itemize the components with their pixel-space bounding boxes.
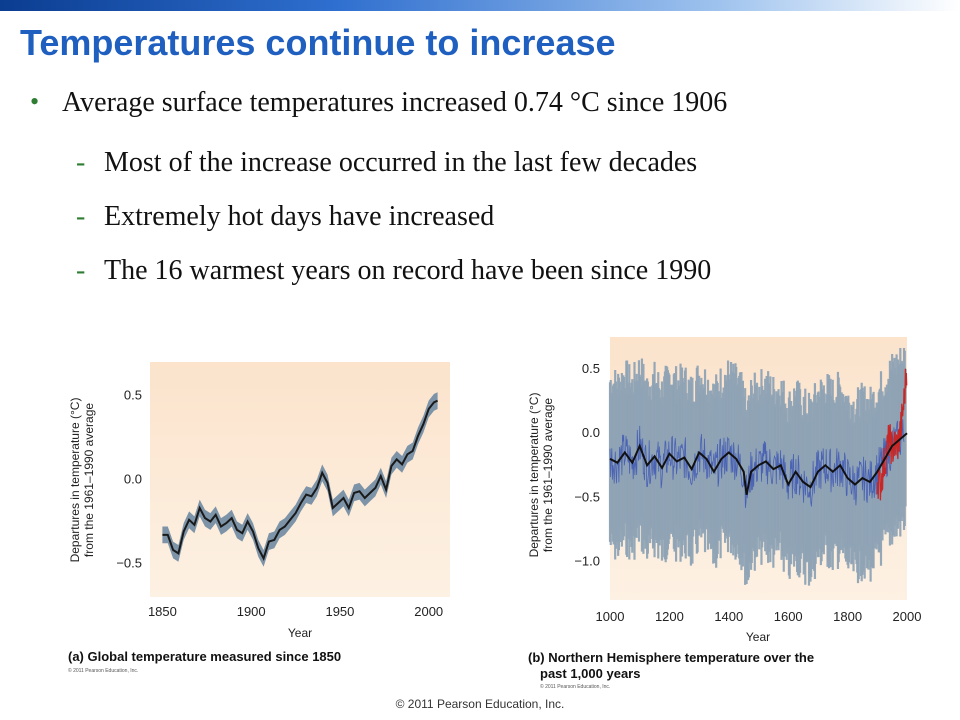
y-tick-label: −0.5 bbox=[574, 489, 600, 504]
x-tick-label: 1850 bbox=[148, 604, 177, 619]
bullet-text: Average surface temperatures increased 0… bbox=[62, 87, 728, 118]
y-tick-label: 0.0 bbox=[582, 425, 600, 440]
series-line-group bbox=[162, 399, 439, 561]
y-axis-label-line2: from the 1961–1990 average bbox=[82, 403, 96, 557]
top-accent-bar bbox=[0, 0, 960, 11]
y-axis-label-line1: Departures in temperature (°C) bbox=[527, 393, 541, 558]
x-axis-label: Year bbox=[288, 626, 312, 640]
sub-bullet-item: - Most of the increase occurred in the l… bbox=[30, 146, 940, 180]
uncertainty-band-group bbox=[162, 392, 438, 567]
sub-bullet-text: Extremely hot days have increased bbox=[104, 201, 495, 232]
y-tick-label: 0.5 bbox=[124, 388, 142, 403]
plot-background bbox=[150, 362, 450, 597]
x-tick-group: 1000 1200 1400 1600 1800 2000 bbox=[596, 609, 922, 624]
chart-global-temperature: 0.5 0.0 −0.5 1850 1900 1950 2000 Departures i… bbox=[60, 345, 460, 690]
chart-caption-line1: (b) Northern Hemisphere temperature over… bbox=[528, 650, 814, 665]
y-axis-label-line1: Departures in temperature (°C) bbox=[68, 398, 82, 563]
chart-copyright: © 2011 Pearson Education, Inc. bbox=[540, 683, 610, 690]
chart-northern-hemisphere-temperature: 0.5 0.0 −0.5 −1.0 1000 1200 1400 1600 1800 2000 … bbox=[520, 335, 930, 695]
x-tick-label: 1200 bbox=[655, 609, 684, 624]
x-axis-label: Year bbox=[746, 630, 770, 644]
x-tick-group: 1850 1900 1950 2000 bbox=[148, 604, 443, 619]
bullet-list: • Average surface temperatures increased… bbox=[30, 86, 940, 288]
chart-copyright: © 2011 Pearson Education, Inc. bbox=[68, 667, 138, 674]
slide-footer: © 2011 Pearson Education, Inc. bbox=[395, 697, 565, 711]
x-tick-label: 1000 bbox=[596, 609, 625, 624]
x-tick-label: 1800 bbox=[833, 609, 862, 624]
chart-a-svg: 0.5 0.0 −0.5 1850 1900 1950 2000 Departures i… bbox=[68, 362, 450, 674]
sub-bullet-text: The 16 warmest years on record have been… bbox=[104, 255, 712, 286]
proxy-line bbox=[609, 419, 905, 508]
sub-bullet-text: Most of the increase occurred in the las… bbox=[104, 147, 698, 178]
bullet-item: • Average surface temperatures increased… bbox=[30, 86, 882, 120]
x-tick-label: 1400 bbox=[714, 609, 743, 624]
y-tick-label: 0.5 bbox=[582, 361, 600, 376]
instrumental-line bbox=[876, 368, 908, 501]
instrumental-series-group bbox=[876, 368, 908, 501]
y-tick-group: 0.5 0.0 −0.5 bbox=[116, 388, 142, 571]
slide-title: Temperatures continue to increase bbox=[20, 22, 616, 63]
chart-b-svg: 0.50.0−0.5−1.0 1000 1200 1400 1600 1800 2000 … bbox=[527, 337, 922, 690]
sub-bullet-item: - Extremely hot days have increased bbox=[30, 200, 940, 234]
bullet-marker: • bbox=[30, 87, 40, 116]
y-tick-label: −1.0 bbox=[574, 554, 600, 569]
smoothed-series-group bbox=[609, 432, 908, 495]
y-tick-label: 0.0 bbox=[124, 472, 142, 487]
x-tick-label: 2000 bbox=[414, 604, 443, 619]
sub-bullet-marker: - bbox=[76, 201, 86, 232]
y-axis-label-line2: from the 1961–1990 average bbox=[541, 398, 555, 552]
sub-bullet-item: - The 16 warmest years on record have be… bbox=[30, 254, 940, 288]
chart-caption-line2: past 1,000 years bbox=[540, 666, 640, 681]
x-tick-label: 1950 bbox=[325, 604, 354, 619]
temperature-line bbox=[162, 399, 439, 561]
smoothed-line bbox=[609, 432, 908, 495]
x-tick-label: 2000 bbox=[893, 609, 922, 624]
x-tick-label: 1900 bbox=[237, 604, 266, 619]
sub-bullet-marker: - bbox=[76, 255, 86, 286]
y-tick-group: 0.5 0.0 −0.5 −1.0 bbox=[574, 361, 600, 568]
chart-caption: (a) Global temperature measured since 18… bbox=[68, 649, 341, 664]
proxy-series-group bbox=[609, 419, 905, 508]
y-tick-label: −0.5 bbox=[116, 555, 142, 570]
uncertainty-band bbox=[162, 392, 438, 567]
sub-bullet-marker: - bbox=[76, 147, 86, 178]
x-tick-label: 1600 bbox=[774, 609, 803, 624]
